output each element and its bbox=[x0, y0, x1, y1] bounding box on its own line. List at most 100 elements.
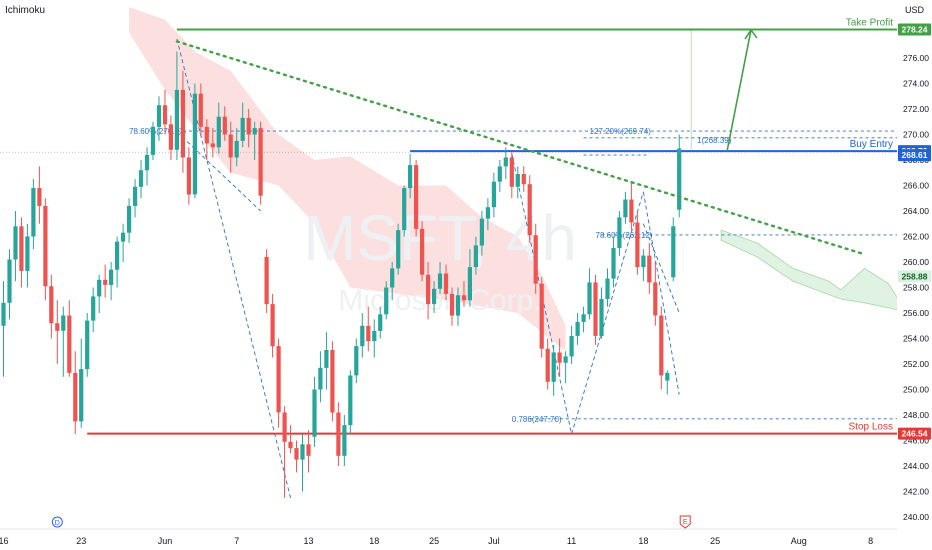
price-tick-label: 240.00 bbox=[903, 512, 929, 522]
candle-body bbox=[216, 116, 221, 148]
candle bbox=[366, 306, 371, 352]
candle bbox=[414, 160, 419, 237]
candle-body bbox=[575, 321, 580, 336]
candle-body bbox=[551, 352, 556, 382]
cloud-bearish bbox=[129, 7, 566, 352]
price-tick-label: 266.00 bbox=[903, 181, 929, 191]
candle bbox=[348, 370, 353, 435]
candle-body bbox=[563, 356, 568, 363]
candle bbox=[85, 313, 90, 377]
candle-body bbox=[378, 314, 383, 331]
candle bbox=[354, 338, 359, 384]
candle bbox=[372, 319, 377, 358]
candle bbox=[103, 264, 108, 298]
candle-body bbox=[19, 226, 24, 271]
earnings-marker-text: E bbox=[683, 519, 688, 526]
candle-body bbox=[174, 89, 179, 150]
candle bbox=[384, 281, 389, 320]
time-tick-label: Aug bbox=[791, 536, 807, 546]
candle-body bbox=[31, 188, 36, 237]
candle bbox=[156, 96, 162, 141]
candle bbox=[67, 300, 72, 377]
indicator-label: Ichimoku bbox=[5, 5, 45, 16]
candle-body bbox=[533, 235, 538, 284]
fib-annotation: 0.786(247.70) bbox=[512, 415, 562, 424]
candle-body bbox=[91, 296, 96, 321]
candle bbox=[336, 402, 341, 466]
candle-body bbox=[671, 226, 676, 278]
candle-body bbox=[180, 89, 185, 158]
candle-body bbox=[234, 140, 239, 158]
candle bbox=[533, 223, 538, 294]
projection-arrow-head bbox=[744, 28, 758, 40]
time-tick-label: 13 bbox=[303, 536, 313, 546]
candle-body bbox=[330, 350, 335, 413]
level-label-stop-loss: Stop Loss bbox=[849, 422, 893, 433]
candle bbox=[629, 182, 634, 231]
candle bbox=[168, 115, 173, 160]
candle-body bbox=[73, 372, 78, 422]
candle-body bbox=[390, 268, 395, 288]
candle bbox=[455, 287, 461, 326]
candle bbox=[557, 338, 562, 377]
candle-body bbox=[545, 348, 550, 382]
candle bbox=[312, 376, 317, 447]
candle bbox=[330, 341, 335, 422]
candle bbox=[186, 147, 191, 205]
candle-body bbox=[420, 228, 425, 275]
candle-body bbox=[665, 372, 670, 381]
candle bbox=[581, 306, 586, 333]
candle bbox=[210, 128, 215, 158]
candle-body bbox=[599, 299, 604, 336]
candle-body bbox=[432, 288, 437, 305]
candle bbox=[641, 249, 646, 282]
candle-body bbox=[515, 174, 520, 187]
candle bbox=[647, 242, 652, 294]
time-axis[interactable]: 1623Jun7131825Jul111825Aug815DE bbox=[0, 515, 932, 546]
candle bbox=[659, 306, 664, 390]
price-axis[interactable]: 240.00 242.00 244.00 246.00 248.00 250.00 252.… bbox=[897, 0, 932, 550]
candle bbox=[515, 166, 520, 199]
candle bbox=[551, 344, 556, 396]
candle-body bbox=[97, 279, 102, 297]
candle bbox=[467, 249, 472, 307]
candle bbox=[491, 172, 496, 218]
candle-body bbox=[629, 199, 634, 223]
candle bbox=[121, 223, 126, 262]
candle bbox=[587, 268, 592, 320]
candle-body bbox=[109, 269, 114, 285]
price-tick-label: 250.00 bbox=[903, 385, 929, 395]
price-tag-current: 258.88 bbox=[902, 271, 928, 281]
candle bbox=[605, 268, 610, 307]
fib-annotation: 127.20%(269.74) bbox=[590, 127, 652, 136]
price-tag-bg bbox=[898, 149, 931, 162]
candle bbox=[43, 198, 48, 301]
price-tick-label: 244.00 bbox=[903, 461, 929, 471]
candle-body bbox=[318, 367, 323, 390]
candle bbox=[216, 102, 221, 154]
level-label-take-profit: Take Profit bbox=[846, 17, 893, 28]
price-tick-label: 248.00 bbox=[903, 410, 929, 420]
fib-annotation: 78.60%(262.12) bbox=[596, 231, 653, 240]
candle bbox=[390, 262, 395, 301]
candle-body bbox=[437, 273, 443, 289]
candle bbox=[73, 351, 78, 435]
candle bbox=[109, 262, 114, 301]
dividend-marker-circle bbox=[51, 516, 63, 528]
candle bbox=[473, 236, 478, 275]
price-tag-stop-loss: 246.54 bbox=[902, 429, 928, 439]
price-tick-label: 242.00 bbox=[903, 487, 929, 497]
candle-body bbox=[587, 282, 592, 315]
candle-body bbox=[156, 105, 162, 127]
earnings-marker-shape bbox=[679, 515, 691, 529]
candle bbox=[97, 274, 102, 313]
candle-body bbox=[611, 248, 616, 279]
candle-body bbox=[605, 278, 610, 299]
candle bbox=[264, 249, 269, 313]
candle bbox=[426, 262, 431, 320]
candle-body bbox=[306, 444, 311, 456]
candle-body bbox=[61, 315, 66, 331]
candle-body bbox=[67, 315, 72, 373]
fib-swing-line bbox=[642, 223, 680, 314]
